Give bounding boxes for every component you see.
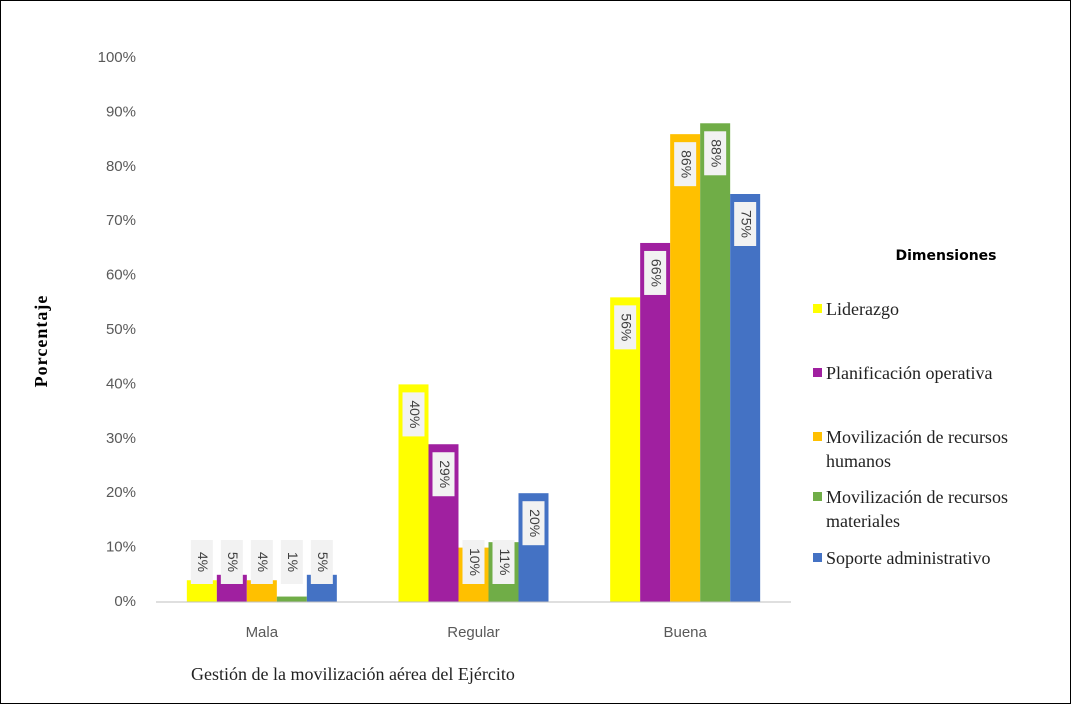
y-tick-label: 0% xyxy=(114,593,136,610)
legend-swatch xyxy=(813,432,822,441)
x-axis-title: Gestión de la movilización aérea del Ejé… xyxy=(191,664,515,684)
value-label: 56% xyxy=(618,313,634,341)
bar xyxy=(276,596,307,602)
legend-item: Planificación operativa xyxy=(813,361,1071,385)
value-label: 86% xyxy=(678,150,694,178)
value-label: 5% xyxy=(225,552,241,572)
value-label-box xyxy=(614,305,637,350)
bar xyxy=(246,580,277,602)
value-label: 4% xyxy=(255,552,271,572)
y-tick-label: 40% xyxy=(106,375,136,392)
legend-swatch xyxy=(813,492,822,501)
value-label: 1% xyxy=(285,552,301,572)
legend-item: Liderazgo xyxy=(813,297,1071,321)
value-label: 88% xyxy=(708,139,724,167)
value-label-box xyxy=(190,540,213,584)
value-label: 75% xyxy=(738,210,754,238)
value-label-box xyxy=(734,202,757,246)
legend-swatch xyxy=(813,368,822,377)
value-label: 20% xyxy=(527,509,543,537)
legend-swatch xyxy=(813,553,822,562)
y-tick-label: 20% xyxy=(106,484,136,501)
y-tick-label: 50% xyxy=(106,321,136,338)
value-label: 11% xyxy=(497,549,513,576)
legend-item: Movilización de recursos materiales xyxy=(813,485,1071,533)
y-tick-label: 10% xyxy=(106,539,136,556)
legend-label: Soporte administrativo xyxy=(826,548,991,568)
legend-label: Planificación operativa xyxy=(826,363,993,383)
legend-swatch xyxy=(813,304,822,313)
bar xyxy=(640,242,671,602)
legend-title: Dimensiones xyxy=(895,248,996,264)
value-label: 66% xyxy=(648,259,664,287)
bar xyxy=(730,194,761,602)
y-tick-label: 70% xyxy=(106,212,136,229)
y-tick-label: 90% xyxy=(106,103,136,120)
value-label-box xyxy=(674,142,697,187)
value-label-box xyxy=(522,501,545,546)
value-label-box xyxy=(310,540,333,584)
legend-label: Movilización de recursos humanos xyxy=(826,427,1008,471)
value-label: 40% xyxy=(407,400,423,428)
value-label: 5% xyxy=(315,552,331,572)
value-label: 4% xyxy=(195,552,211,572)
bar xyxy=(670,134,701,602)
value-label-box xyxy=(462,540,485,584)
legend-item: Movilización de recursos humanos xyxy=(813,425,1071,473)
value-label: 10% xyxy=(467,548,483,576)
bar xyxy=(700,123,731,602)
value-label-box xyxy=(220,540,243,584)
y-tick-label: 100% xyxy=(98,49,136,66)
y-tick-label: 30% xyxy=(106,430,136,447)
value-label-box xyxy=(402,392,425,437)
legend-label: Movilización de recursos materiales xyxy=(826,487,1008,531)
y-axis-title: Porcentaje xyxy=(31,295,51,388)
y-tick-label: 60% xyxy=(106,267,136,284)
bar xyxy=(186,580,217,602)
x-tick-label: Regular xyxy=(447,624,500,641)
value-label-box xyxy=(250,540,273,584)
value-label-box xyxy=(432,452,455,497)
value-label-box xyxy=(492,540,515,584)
legend-label: Liderazgo xyxy=(826,299,899,319)
x-tick-label: Mala xyxy=(246,624,279,641)
y-tick-label: 80% xyxy=(106,158,136,175)
value-label-box xyxy=(280,540,303,584)
legend-item: Soporte administrativo xyxy=(813,546,1071,570)
value-label: 29% xyxy=(437,460,453,488)
x-tick-label: Buena xyxy=(663,624,707,641)
value-label-box xyxy=(644,250,667,295)
value-label-box xyxy=(704,131,727,176)
